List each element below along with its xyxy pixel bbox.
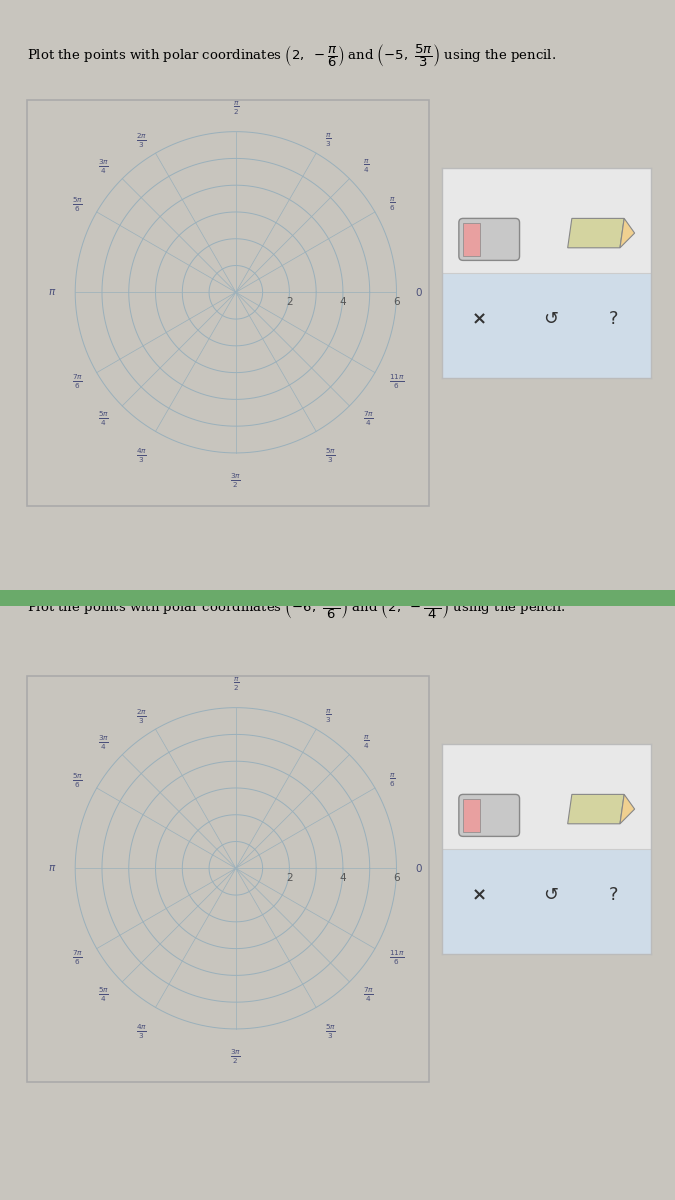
- Polygon shape: [620, 794, 634, 823]
- Text: $\frac{\pi}{3}$: $\frac{\pi}{3}$: [325, 708, 331, 725]
- Text: $\frac{5\pi}{4}$: $\frac{5\pi}{4}$: [98, 409, 109, 428]
- Text: $\frac{\pi}{2}$: $\frac{\pi}{2}$: [232, 100, 239, 116]
- Text: ?: ?: [609, 310, 618, 328]
- Text: $\frac{5\pi}{6}$: $\frac{5\pi}{6}$: [72, 772, 82, 790]
- Text: 4: 4: [340, 298, 346, 307]
- Text: $\frac{\pi}{2}$: $\frac{\pi}{2}$: [232, 676, 239, 692]
- Text: $0$: $0$: [415, 287, 423, 299]
- Text: ↺: ↺: [543, 310, 558, 328]
- Text: 6: 6: [393, 874, 400, 883]
- Text: $\frac{3\pi}{2}$: $\frac{3\pi}{2}$: [230, 1048, 242, 1066]
- Text: Plot the points with polar coordinates $\left(-6,\ \dfrac{7\pi}{6}\right)$ and $: Plot the points with polar coordinates $…: [27, 594, 566, 622]
- Text: ×: ×: [472, 310, 487, 328]
- Text: $\frac{3\pi}{4}$: $\frac{3\pi}{4}$: [98, 157, 109, 176]
- Text: $\frac{2\pi}{3}$: $\frac{2\pi}{3}$: [136, 131, 147, 150]
- Text: ?: ?: [609, 886, 618, 905]
- Text: 2: 2: [286, 298, 293, 307]
- Text: $\frac{5\pi}{4}$: $\frac{5\pi}{4}$: [98, 985, 109, 1004]
- Text: $\frac{5\pi}{3}$: $\frac{5\pi}{3}$: [325, 1022, 336, 1042]
- Text: $\frac{7\pi}{6}$: $\frac{7\pi}{6}$: [72, 948, 82, 966]
- Text: $\frac{3\pi}{4}$: $\frac{3\pi}{4}$: [98, 733, 109, 752]
- Text: 2: 2: [286, 874, 293, 883]
- Text: $\frac{2\pi}{3}$: $\frac{2\pi}{3}$: [136, 707, 147, 726]
- Text: ×: ×: [472, 886, 487, 905]
- Text: ↺: ↺: [543, 886, 558, 905]
- Text: $\frac{5\pi}{3}$: $\frac{5\pi}{3}$: [325, 446, 336, 466]
- Polygon shape: [568, 218, 624, 247]
- Bar: [463, 799, 480, 833]
- Text: $\frac{3\pi}{2}$: $\frac{3\pi}{2}$: [230, 472, 242, 490]
- Bar: [463, 222, 480, 256]
- Text: 6: 6: [393, 298, 400, 307]
- Text: $\frac{4\pi}{3}$: $\frac{4\pi}{3}$: [136, 446, 147, 466]
- Text: $0$: $0$: [415, 863, 423, 875]
- Text: $\frac{5\pi}{6}$: $\frac{5\pi}{6}$: [72, 196, 82, 214]
- Text: $\frac{\pi}{4}$: $\frac{\pi}{4}$: [362, 734, 369, 751]
- Text: $\frac{7\pi}{4}$: $\frac{7\pi}{4}$: [362, 985, 374, 1004]
- FancyBboxPatch shape: [459, 794, 520, 836]
- Text: $\frac{11\pi}{6}$: $\frac{11\pi}{6}$: [389, 948, 405, 966]
- Text: $\pi$: $\pi$: [48, 287, 57, 298]
- FancyBboxPatch shape: [459, 218, 520, 260]
- Text: $\pi$: $\pi$: [48, 863, 57, 874]
- Text: $\frac{\pi}{6}$: $\frac{\pi}{6}$: [389, 772, 396, 790]
- Text: Plot the points with polar coordinates $\left(2,\ -\dfrac{\pi}{6}\right)$ and $\: Plot the points with polar coordinates $…: [27, 42, 556, 68]
- Text: $\frac{\pi}{3}$: $\frac{\pi}{3}$: [325, 132, 331, 149]
- Text: $\frac{11\pi}{6}$: $\frac{11\pi}{6}$: [389, 372, 405, 390]
- Bar: [442, 850, 651, 954]
- Text: $\frac{\pi}{6}$: $\frac{\pi}{6}$: [389, 196, 396, 214]
- Text: $\frac{4\pi}{3}$: $\frac{4\pi}{3}$: [136, 1022, 147, 1042]
- Polygon shape: [568, 794, 624, 823]
- Text: 4: 4: [340, 874, 346, 883]
- Text: $\frac{7\pi}{6}$: $\frac{7\pi}{6}$: [72, 372, 82, 390]
- Bar: [442, 272, 651, 378]
- Polygon shape: [620, 218, 634, 247]
- Text: $\frac{\pi}{4}$: $\frac{\pi}{4}$: [362, 158, 369, 175]
- Text: $\frac{7\pi}{4}$: $\frac{7\pi}{4}$: [362, 409, 374, 428]
